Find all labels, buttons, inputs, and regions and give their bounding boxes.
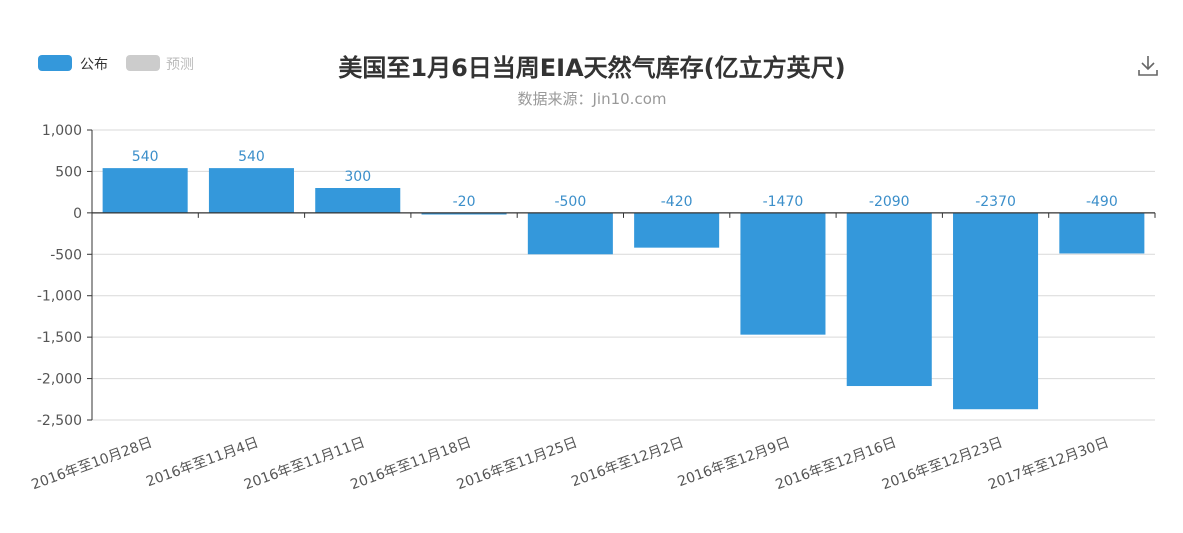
- x-tick-label: 2016年至11月25日: [455, 435, 580, 494]
- data-label: 300: [344, 169, 371, 185]
- data-label: -20: [453, 194, 476, 210]
- y-tick-label: 0: [73, 206, 82, 222]
- bar[interactable]: [421, 212, 507, 215]
- bar[interactable]: [102, 168, 188, 213]
- bars: [102, 168, 1145, 410]
- y-tick-label: -500: [50, 247, 82, 263]
- legend: 公布 预测: [38, 55, 194, 73]
- data-label: 540: [238, 149, 265, 165]
- data-label: -2090: [869, 194, 910, 210]
- x-tick-label: 2016年至12月23日: [880, 435, 1005, 494]
- x-tick-label: 2016年至11月18日: [348, 435, 473, 494]
- data-labels: 540 540 300 -20 -500 -420 -1470 -2090 -2370 -490: [132, 149, 1118, 210]
- y-tick-label: 1,000: [42, 123, 82, 139]
- legend-swatch-forecast: [126, 55, 160, 71]
- legend-swatch-published: [38, 55, 72, 71]
- download-icon[interactable]: [1138, 56, 1158, 76]
- y-tick-label: -2,500: [37, 413, 82, 429]
- y-tick-label: 500: [55, 164, 82, 180]
- x-tick-label: 2016年至12月16日: [774, 435, 899, 494]
- bar[interactable]: [208, 168, 294, 213]
- data-label: -500: [554, 194, 586, 210]
- y-tick-label: -2,000: [37, 372, 82, 388]
- legend-label-forecast: 预测: [166, 57, 194, 73]
- bar[interactable]: [634, 212, 720, 248]
- data-label: -1470: [763, 194, 804, 210]
- bar[interactable]: [1059, 212, 1145, 254]
- bar[interactable]: [740, 212, 826, 335]
- bar[interactable]: [315, 188, 401, 213]
- data-label: -490: [1086, 194, 1118, 210]
- x-tick-label: 2016年至12月2日: [569, 435, 686, 491]
- data-label: -420: [661, 194, 693, 210]
- legend-item-published[interactable]: 公布: [38, 55, 108, 73]
- legend-item-forecast[interactable]: 预测: [126, 55, 194, 73]
- x-tick-label: 2016年至11月11日: [242, 435, 367, 494]
- chart-title: 美国至1月6日当周EIA天然气库存(亿立方英尺): [338, 54, 845, 82]
- x-tick-label: 2016年至10月28日: [29, 435, 154, 494]
- y-tick-label: -1,000: [37, 289, 82, 305]
- data-label: 540: [132, 149, 159, 165]
- data-label: -2370: [975, 194, 1016, 210]
- bar[interactable]: [953, 212, 1039, 410]
- bar[interactable]: [846, 212, 932, 387]
- y-tick-label: -1,500: [37, 330, 82, 346]
- chart-subtitle: 数据来源：Jin10.com: [518, 90, 667, 108]
- legend-label-published: 公布: [80, 57, 108, 73]
- bar[interactable]: [527, 212, 613, 255]
- x-tick-label: 2017年至12月30日: [986, 435, 1111, 494]
